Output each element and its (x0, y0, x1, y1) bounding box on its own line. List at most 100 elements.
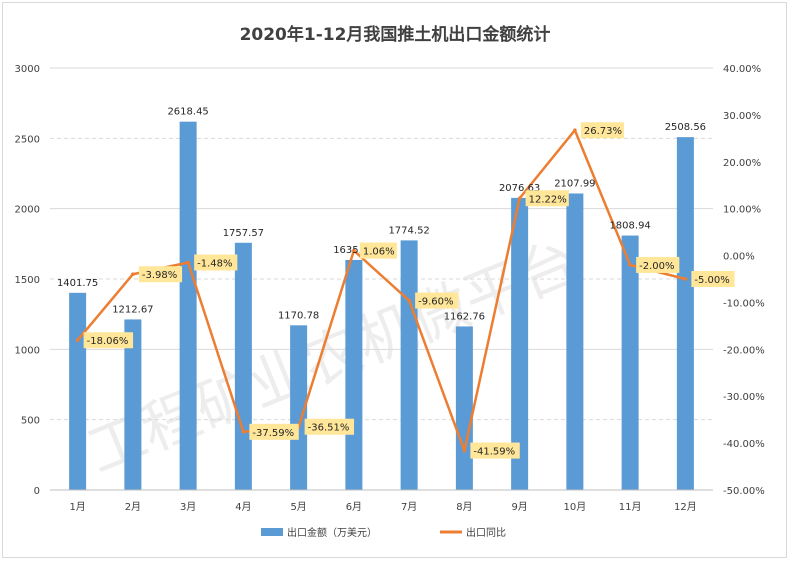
line-point (241, 430, 246, 434)
bar-value-label: 1170.78 (278, 310, 319, 321)
x-tick-label: 1月 (69, 501, 85, 513)
bar-layer (69, 121, 694, 491)
line-label-bg (580, 122, 625, 139)
line-value-label: -1.48% (197, 258, 232, 269)
legend-label-line: 出口同比 (466, 526, 506, 539)
x-tick-label: 9月 (511, 501, 527, 513)
y-left-tick-label: 2000 (15, 205, 40, 216)
line-point (186, 260, 190, 265)
y-left-tick-label: 1000 (15, 345, 40, 356)
bar-value-label: 2076.63 (499, 183, 540, 194)
y-right-tick-label: -50.00% (723, 486, 765, 497)
line-point (407, 298, 411, 303)
grid-layer (50, 67, 713, 421)
x-tick-label: 11月 (619, 501, 642, 513)
bar-value-label: 1757.57 (223, 228, 264, 239)
line-value-label: 26.73% (584, 126, 622, 137)
y-right-tick-label: -40.00% (723, 439, 765, 450)
line-value-label: -5.00% (694, 275, 729, 286)
y-right-tick-label: 10.00% (723, 205, 761, 216)
line-value-label: 1.06% (363, 247, 395, 258)
y-right-tick-label: -20.00% (723, 345, 765, 356)
y-right-tick-label: 40.00% (723, 64, 761, 75)
y-right-tick-label: 30.00% (723, 111, 761, 122)
line-value-label: -37.59% (252, 428, 294, 439)
line-value-label: -36.51% (308, 423, 350, 434)
yoy-line (76, 128, 686, 452)
legend-label-bar: 出口金额（万美元） (287, 526, 377, 539)
bar-value-label: 2508.56 (665, 122, 706, 133)
bar (69, 292, 87, 490)
x-tick-label: 4月 (235, 501, 251, 513)
label-layer: 1401.75 1212.67 2618.45 1757.57 1170.78 1635.… (57, 107, 735, 459)
line-point (517, 196, 522, 201)
x-tick-label: 12月 (674, 501, 697, 513)
bar (234, 242, 252, 490)
line-point (573, 128, 577, 133)
chart-canvas: 2020年1-12月我国推土机出口金额统计 工程矿业农机微平台 1401.751… (15, 24, 765, 539)
bar (511, 197, 529, 490)
bar-value-label: 1808.94 (609, 221, 650, 232)
line-label-bg (83, 332, 134, 349)
y-left-tick-label: 3000 (15, 64, 40, 75)
bar-value-label: 2618.45 (167, 107, 208, 118)
y-left-tick-label: 0 (34, 486, 40, 497)
bar (621, 235, 639, 490)
x-tick-label: 2月 (125, 501, 141, 513)
x-tick-label: 7月 (401, 501, 417, 513)
y-right-tick-label: -30.00% (723, 392, 765, 403)
line-label-bg (138, 266, 183, 283)
bar (345, 259, 363, 490)
y-right-tick-label: 0.00% (723, 252, 755, 263)
line-value-label: -9.60% (418, 297, 453, 308)
line-value-label: -2.00% (639, 261, 674, 272)
line-point (628, 263, 632, 267)
bar (566, 193, 584, 490)
x-tick-label: 8月 (456, 501, 472, 513)
line-label-bg (691, 271, 735, 287)
bar (179, 121, 197, 491)
line-value-label: 12.22% (529, 194, 567, 205)
chart-title: 2020年1-12月我国推土机出口金额统计 (240, 24, 551, 45)
chart-legend: 出口金额（万美元） 出口同比 (261, 526, 506, 539)
line-label-bg (304, 418, 355, 435)
bar-value-label: 2107.99 (554, 178, 595, 189)
line-point (131, 272, 135, 277)
y-right-tick-label: -10.00% (723, 298, 765, 309)
bar (455, 326, 473, 490)
x-tick-label: 5月 (290, 501, 306, 513)
bar (400, 240, 418, 490)
y-left-tick-label: 2500 (15, 134, 40, 145)
y-right-tick-label: 20.00% (723, 158, 761, 169)
bar-value-label: 1212.67 (112, 304, 153, 315)
bar-value-label: 1774.52 (388, 225, 429, 236)
line-label-bg (636, 256, 680, 273)
bar (676, 137, 694, 491)
y-left-tick-label: 1500 (15, 275, 40, 286)
line-value-label: -3.98% (142, 270, 177, 281)
x-tick-label: 10月 (564, 501, 587, 513)
legend-swatch-bar (261, 528, 283, 536)
line-point (462, 448, 467, 453)
x-tick-label: 6月 (346, 501, 362, 513)
line-point (683, 277, 688, 281)
line-point (352, 248, 356, 253)
line-label-bg (415, 292, 459, 309)
bar-value-label: 1162.76 (444, 311, 485, 322)
x-tick-label: 3月 (180, 501, 196, 513)
line-label-bg (249, 423, 299, 440)
line-label-bg (194, 254, 238, 271)
bar (290, 325, 308, 490)
bar-value-label: 1635.38 (333, 245, 374, 256)
line-value-label: -18.06% (87, 336, 129, 347)
line-label-bg (470, 442, 520, 459)
bar (124, 319, 142, 490)
bar-value-label: 1401.75 (57, 278, 98, 289)
line-label-bg (359, 242, 397, 259)
line-label-bg (525, 190, 569, 207)
line-point (75, 338, 80, 343)
line-value-label: -41.59% (473, 447, 515, 458)
y-left-tick-label: 500 (21, 416, 40, 427)
axis-layer: 0 500 1000 1500 2000 2500 3000 -50.00% -40.00% -3… (15, 64, 765, 513)
